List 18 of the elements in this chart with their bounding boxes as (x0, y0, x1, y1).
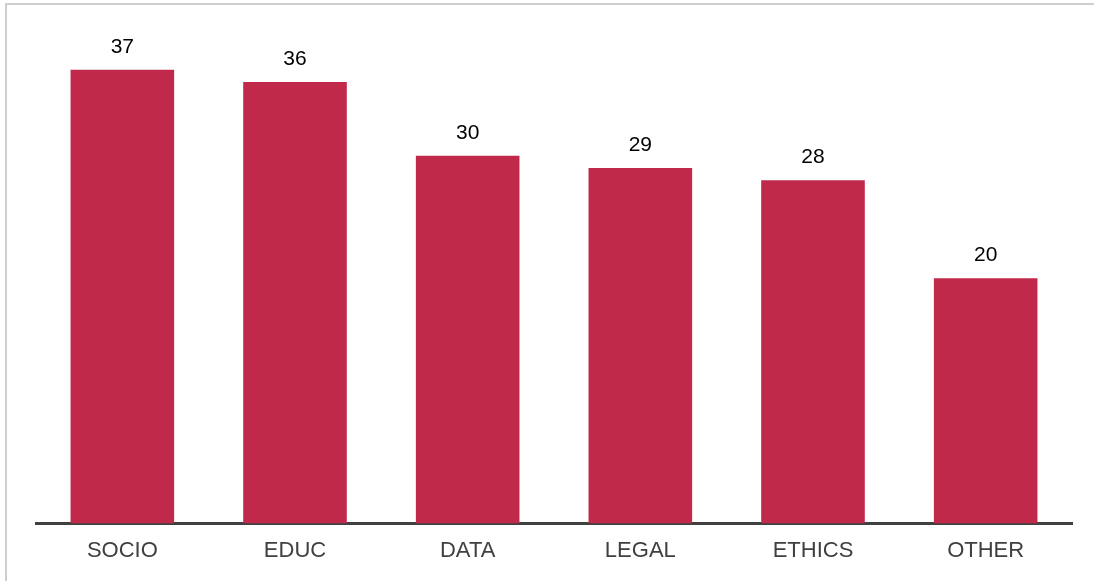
data-label: 20 (973, 242, 998, 266)
bar (70, 69, 175, 524)
x-tick-label: ETHICS (772, 536, 854, 562)
data-label: 30 (455, 119, 480, 143)
x-tick-label: EDUC (263, 536, 327, 562)
data-label: 36 (283, 46, 307, 70)
x-tick-label: OTHER (947, 536, 1025, 562)
bar (588, 167, 693, 524)
x-tick-label: DATA (439, 536, 496, 562)
bar (243, 82, 347, 524)
bar (933, 278, 1038, 524)
bar (415, 155, 520, 524)
x-tick-label: SOCIO (86, 536, 158, 562)
bar (761, 180, 865, 524)
data-label: 28 (801, 144, 825, 168)
data-label: 37 (110, 33, 135, 57)
x-tick-label: LEGAL (604, 536, 676, 562)
data-label: 29 (628, 131, 653, 155)
